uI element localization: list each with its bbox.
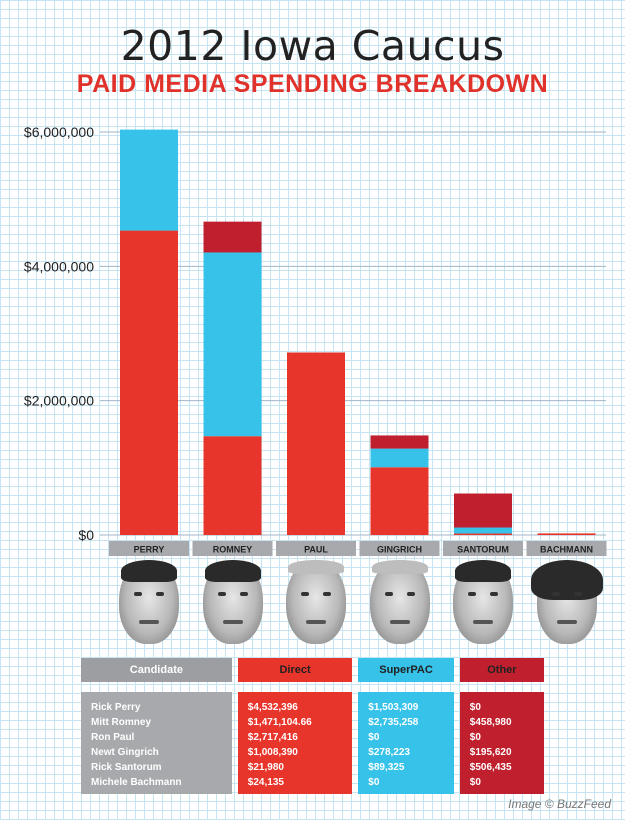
bar-segment-other xyxy=(370,435,429,449)
table-row: Ron Paul $2,717,416 $0 $0 xyxy=(81,730,544,745)
table-header-row: Candidate Direct SuperPAC Other xyxy=(81,658,544,682)
cell-candidate: Ron Paul xyxy=(81,730,232,745)
category-label-bg xyxy=(276,541,356,556)
table-row: Rick Santorum $21,980 $89,325 $506,435 xyxy=(81,760,544,775)
cell-direct: $1,471,104.66 xyxy=(237,715,353,730)
bar-segment-direct xyxy=(203,436,262,535)
candidate-portraits xyxy=(0,555,625,655)
cell-superpac: $0 xyxy=(358,730,454,745)
cell-direct: $21,980 xyxy=(237,760,353,775)
bachmann-portrait xyxy=(530,560,603,644)
cell-direct: $4,532,396 xyxy=(237,692,353,715)
bar-segment-superpac xyxy=(203,252,262,437)
image-credit: Image © BuzzFeed xyxy=(508,797,611,811)
chart-subtitle: PAID MEDIA SPENDING BREAKDOWN xyxy=(76,70,549,98)
cell-direct: $2,717,416 xyxy=(237,730,353,745)
cell-other: $195,620 xyxy=(459,745,544,760)
bar-segment-direct xyxy=(287,352,345,535)
cell-candidate: Mitt Romney xyxy=(81,715,232,730)
table-row: Michele Bachmann $24,135 $0 $0 xyxy=(81,775,544,794)
cell-candidate: Newt Gingrich xyxy=(81,745,232,760)
category-label: GINGRICH xyxy=(377,545,422,555)
cell-other: $0 xyxy=(459,730,544,745)
cell-superpac: $89,325 xyxy=(358,760,454,775)
bar-segment-superpac xyxy=(370,448,429,468)
cell-candidate: Rick Perry xyxy=(81,692,232,715)
spending-table: Candidate Direct SuperPAC Other Rick Per… xyxy=(75,658,550,794)
bar-segment-direct xyxy=(454,533,512,536)
romney-portrait xyxy=(202,560,263,644)
header-candidate: Candidate xyxy=(81,658,232,682)
category-label: PAUL xyxy=(304,545,328,555)
bar-segment-other xyxy=(203,221,262,253)
category-label-bg xyxy=(526,541,607,556)
cell-superpac: $278,223 xyxy=(358,745,454,760)
y-tick-label: $4,000,000 xyxy=(24,258,94,274)
cell-superpac: $0 xyxy=(358,775,454,794)
y-tick-label: $2,000,000 xyxy=(24,393,94,409)
y-axis-ticks: $0 $2,000,000 $4,000,000 $6,000,000 xyxy=(24,124,94,543)
category-label-bg xyxy=(192,541,273,556)
bars xyxy=(120,129,596,536)
category-label-bg xyxy=(109,541,189,556)
bar-segment-direct xyxy=(370,467,429,535)
category-label: SANTORUM xyxy=(457,545,509,555)
header-direct: Direct xyxy=(237,658,353,682)
grid-lines xyxy=(100,131,606,536)
cell-superpac: $1,503,309 xyxy=(358,692,454,715)
table-row: Newt Gingrich $1,008,390 $278,223 $195,620 xyxy=(81,745,544,760)
cell-other: $506,435 xyxy=(459,760,544,775)
category-label-bg xyxy=(443,541,523,556)
table-row: Rick Perry $4,532,396 $1,503,309 $0 xyxy=(81,692,544,715)
table-row: Mitt Romney $1,471,104.66 $2,735,258 $458,9… xyxy=(81,715,544,730)
category-label: PERRY xyxy=(134,545,165,555)
bar-chart: $0 $2,000,000 $4,000,000 $6,000,000 PERRY RO… xyxy=(24,124,607,556)
table-body: Rick Perry $4,532,396 $1,503,309 $0 Mitt Rom… xyxy=(81,692,544,794)
bar-segment-superpac xyxy=(454,527,512,534)
header-other: Other xyxy=(459,658,544,682)
category-label: BACHMANN xyxy=(540,545,593,555)
cell-candidate: Rick Santorum xyxy=(81,760,232,775)
bar-segment-direct xyxy=(537,533,596,535)
perry-portrait xyxy=(119,560,179,644)
cell-direct: $24,135 xyxy=(237,775,353,794)
cell-candidate: Michele Bachmann xyxy=(81,775,232,794)
bar-segment-direct xyxy=(120,230,178,535)
y-tick-label: $0 xyxy=(78,527,94,543)
bar-segment-superpac xyxy=(120,129,178,231)
header-superpac: SuperPAC xyxy=(358,658,454,682)
gingrich-portrait xyxy=(369,560,430,644)
santorum-portrait xyxy=(453,560,513,644)
category-label: ROMNEY xyxy=(213,545,253,555)
category-labels: PERRY ROMNEY PAUL GINGRICH SANTORUM BACHMANN xyxy=(109,541,607,556)
cell-direct: $1,008,390 xyxy=(237,745,353,760)
cell-other: $458,980 xyxy=(459,715,544,730)
chart-title: 2012 Iowa Caucus xyxy=(120,22,505,70)
cell-other: $0 xyxy=(459,775,544,794)
cell-other: $0 xyxy=(459,692,544,715)
cell-superpac: $2,735,258 xyxy=(358,715,454,730)
category-label-bg xyxy=(359,541,440,556)
paul-portrait xyxy=(286,560,346,644)
bar-segment-other xyxy=(454,493,512,528)
y-tick-label: $6,000,000 xyxy=(24,124,94,140)
